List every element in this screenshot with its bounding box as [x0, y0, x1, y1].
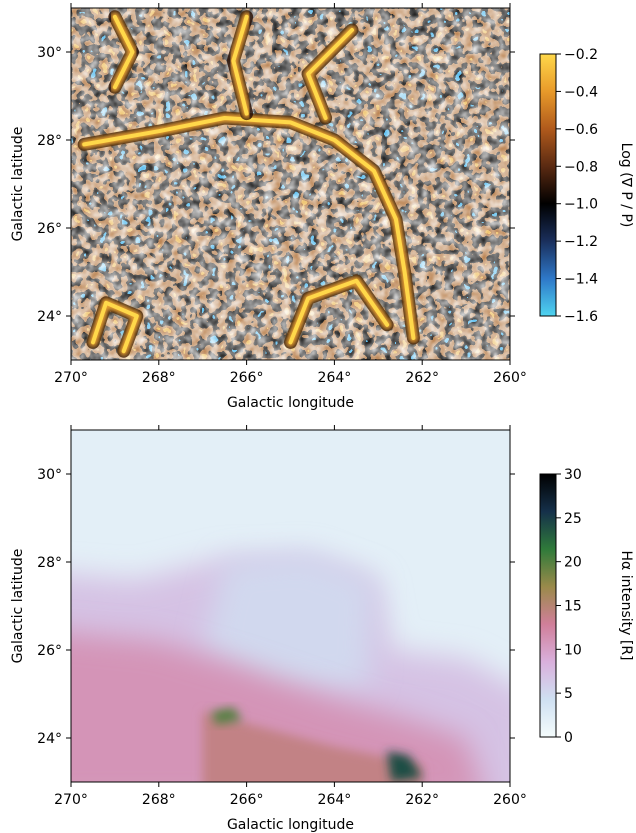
- gradient-colorbar: [539, 53, 557, 317]
- gradient-map-y-axis-label: Galactic latitude: [10, 127, 26, 242]
- colorbar-tick-label: −1.6: [564, 309, 598, 325]
- x-tick-label: 268°: [142, 792, 176, 808]
- colorbar-tick-label: −1.2: [564, 234, 598, 250]
- x-tick-label: 260°: [493, 792, 527, 808]
- x-tick-label: 262°: [405, 370, 439, 386]
- x-tick-label: 262°: [405, 792, 439, 808]
- colorbar-tick-label: 0: [564, 730, 573, 746]
- filament-mark: [231, 14, 249, 116]
- y-tick-label: 26°: [37, 221, 62, 237]
- y-tick-label: 28°: [37, 133, 62, 149]
- x-tick-label: 266°: [230, 370, 264, 386]
- y-tick-label: 24°: [37, 731, 62, 747]
- halpha-colorbar-label: Hα intensity [R]: [618, 550, 634, 660]
- halpha-map-panel: 270° 268° 266° 264° 262° 260° 24° 26° 28° 30° Gal…: [10, 425, 634, 833]
- halpha-map-image: [71, 430, 510, 782]
- gradient-map-panel: 270° 268° 266° 264° 262° 260° 24° 26° 28° 30° Gal…: [10, 3, 634, 411]
- filament-mark: [306, 28, 354, 120]
- y-tick-label: 28°: [37, 555, 62, 571]
- y-tick-label: 30°: [37, 45, 62, 61]
- gradient-map-frame: [70, 7, 511, 361]
- colorbar-tick-label: −1.4: [564, 272, 598, 288]
- colorbar-tick-label: −0.4: [564, 84, 598, 100]
- halpha-map-y-axis-label: Galactic latitude: [10, 549, 26, 664]
- halpha-map-frame: [70, 429, 511, 783]
- gradient-map-x-axis-label: Galactic longitude: [227, 395, 354, 411]
- gradient-map-image: [71, 8, 510, 360]
- x-tick-label: 270°: [54, 792, 88, 808]
- halpha-colorbar: [539, 473, 557, 738]
- x-tick-label: 264°: [318, 370, 352, 386]
- colorbar-tick-label: 30: [564, 467, 582, 483]
- colorbar-tick-label: −0.6: [564, 122, 598, 138]
- y-tick-label: 24°: [37, 309, 62, 325]
- y-tick-label: 26°: [37, 643, 62, 659]
- halpha-map-x-axis-label: Galactic longitude: [227, 817, 354, 833]
- colorbar-tick-label: 5: [564, 686, 573, 702]
- filament-mark: [82, 116, 416, 340]
- x-tick-label: 270°: [54, 370, 88, 386]
- colorbar-tick-label: −0.2: [564, 47, 598, 63]
- colorbar-tick-label: 25: [564, 511, 582, 527]
- colorbar-tick-label: −0.8: [564, 159, 598, 175]
- x-tick-label: 268°: [142, 370, 176, 386]
- halpha-bright-knot: [387, 751, 423, 782]
- halpha-bottom-ridge: [202, 711, 423, 782]
- x-tick-label: 266°: [230, 792, 264, 808]
- gradient-colorbar-label: Log (∇ P / P): [618, 143, 634, 228]
- halpha-lower-left-band: [71, 632, 481, 782]
- colorbar-tick-label: 20: [564, 555, 582, 571]
- filament-mark: [91, 300, 139, 354]
- halpha-small-knot: [211, 707, 243, 725]
- halpha-central-shell: [202, 553, 374, 694]
- x-tick-label: 260°: [493, 370, 527, 386]
- y-tick-label: 30°: [37, 467, 62, 483]
- filament-mark: [288, 278, 390, 345]
- colorbar-tick-label: 10: [564, 642, 582, 658]
- filament-mark: [112, 14, 135, 90]
- colorbar-tick-label: −1.0: [564, 197, 598, 213]
- colorbar-tick-label: 15: [564, 599, 582, 615]
- x-tick-label: 264°: [318, 792, 352, 808]
